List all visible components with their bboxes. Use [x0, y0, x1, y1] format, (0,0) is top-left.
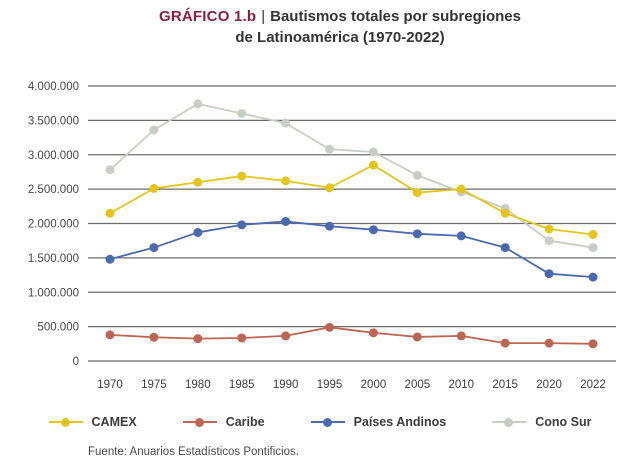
legend-item-paises-andinos: Países Andinos [310, 415, 447, 429]
series-point-paises-andinos [368, 225, 378, 235]
y-axis-label: 2.000.000 [28, 219, 79, 231]
series-point-caribe [149, 332, 159, 342]
legend-label: Cono Sur [535, 415, 592, 429]
legend-marker-icon [492, 417, 527, 427]
series-point-caribe [325, 322, 335, 332]
series-point-camex [456, 184, 466, 194]
chart-title-line1: Bautismos totales por subregiones [270, 8, 521, 25]
series-point-camex [588, 230, 598, 239]
series-point-camex [105, 208, 115, 218]
x-axis-label: 2015 [492, 379, 518, 391]
chart-title: GRÁFICO 1.b | Bautismos totales por subreg… [58, 6, 622, 48]
series-point-camex [500, 208, 510, 218]
series-point-caribe [281, 331, 291, 341]
x-axis-label: 2005 [405, 379, 431, 391]
series-point-paises-andinos [456, 231, 466, 241]
series-point-caribe [368, 328, 378, 338]
legend-label: Países Andinos [353, 415, 447, 429]
x-axis-label: 2010 [448, 379, 474, 391]
x-axis-label: 2020 [536, 379, 562, 391]
series-point-cono-sur [193, 99, 203, 109]
series-point-camex [368, 160, 378, 170]
legend-dot-icon [322, 417, 332, 427]
series-point-cono-sur [281, 118, 291, 128]
x-axis-label: 2022 [580, 379, 606, 391]
series-point-camex [149, 183, 159, 193]
chart-title-line2: de Latinoamérica (1970-2022) [235, 29, 445, 46]
series-point-cono-sur [412, 170, 422, 180]
series-point-cono-sur [325, 144, 335, 154]
series-point-cono-sur [368, 147, 378, 157]
legend-dot-icon [504, 417, 514, 427]
series-point-paises-andinos [500, 243, 510, 253]
series-point-paises-andinos [237, 220, 247, 230]
series-point-caribe [412, 332, 422, 342]
legend-item-cono-sur: Cono Sur [492, 415, 591, 429]
legend-label: CAMEX [91, 415, 137, 429]
series-line-camex [109, 164, 594, 236]
series-point-camex [281, 176, 291, 186]
legend: CAMEX Caribe Países Andinos Cono Sur [0, 415, 640, 429]
series-point-caribe [105, 330, 115, 340]
series-point-cono-sur [544, 236, 554, 246]
legend-marker-icon [310, 417, 345, 427]
x-axis-label: 1995 [317, 379, 343, 391]
legend-marker-icon [48, 417, 83, 427]
y-axis-label: 500.000 [37, 322, 79, 334]
series-point-paises-andinos [325, 221, 335, 231]
y-axis-label: 4.000.000 [28, 81, 79, 93]
series-point-camex [544, 224, 554, 234]
series-point-paises-andinos [149, 243, 159, 253]
series-point-caribe [588, 339, 598, 349]
series-point-paises-andinos [193, 227, 203, 237]
series-point-cono-sur [237, 109, 247, 118]
series-point-paises-andinos [105, 254, 115, 264]
series-line-caribe [109, 326, 594, 345]
series-line-cono-sur [109, 102, 594, 249]
series-point-caribe [456, 331, 466, 341]
series-point-paises-andinos [281, 216, 291, 226]
legend-dot-icon [194, 417, 204, 427]
x-axis-label: 1975 [141, 379, 167, 391]
legend-marker-icon [182, 417, 217, 427]
series-point-cono-sur [105, 165, 115, 175]
legend-label: Caribe [225, 415, 265, 429]
series-point-camex [325, 183, 335, 193]
series-point-paises-andinos [544, 269, 554, 279]
series-point-camex [412, 188, 422, 198]
x-axis-label: 1990 [273, 379, 299, 391]
series-point-caribe [193, 334, 203, 344]
series-point-caribe [500, 338, 510, 348]
series-point-paises-andinos [412, 229, 422, 239]
legend-item-caribe: Caribe [182, 415, 265, 429]
legend-item-camex: CAMEX [48, 415, 137, 429]
y-axis-label: 2.500.000 [28, 184, 79, 196]
y-axis-label: 0 [73, 356, 79, 368]
x-axis-label: 1985 [229, 379, 255, 391]
y-axis-label: 1.500.000 [28, 253, 79, 265]
series-point-caribe [544, 338, 554, 348]
x-axis-label: 1970 [97, 379, 123, 391]
x-axis-label: 2000 [361, 379, 387, 391]
legend-dot-icon [60, 417, 70, 427]
series-point-caribe [237, 333, 247, 343]
series-line-paises-andinos [109, 220, 594, 279]
series-point-camex [237, 171, 247, 181]
source-note: Fuente: Anuarios Estadísticos Pontificio… [88, 446, 299, 458]
series-point-camex [193, 177, 203, 187]
x-axis-label: 1980 [185, 379, 211, 391]
y-axis-label: 3.000.000 [28, 150, 79, 162]
line-chart: 0 500.000 1.000.000 1.500.000 2.000.000 2.500… [28, 81, 616, 391]
y-axis-label: 3.500.000 [28, 115, 79, 127]
chart-title-separator: | [261, 8, 266, 25]
series-point-cono-sur [588, 243, 598, 253]
y-axis-label: 1.000.000 [28, 287, 79, 299]
series-point-cono-sur [149, 125, 159, 135]
chart-title-tag: GRÁFICO 1.b [159, 8, 257, 25]
series-point-paises-andinos [588, 272, 598, 282]
